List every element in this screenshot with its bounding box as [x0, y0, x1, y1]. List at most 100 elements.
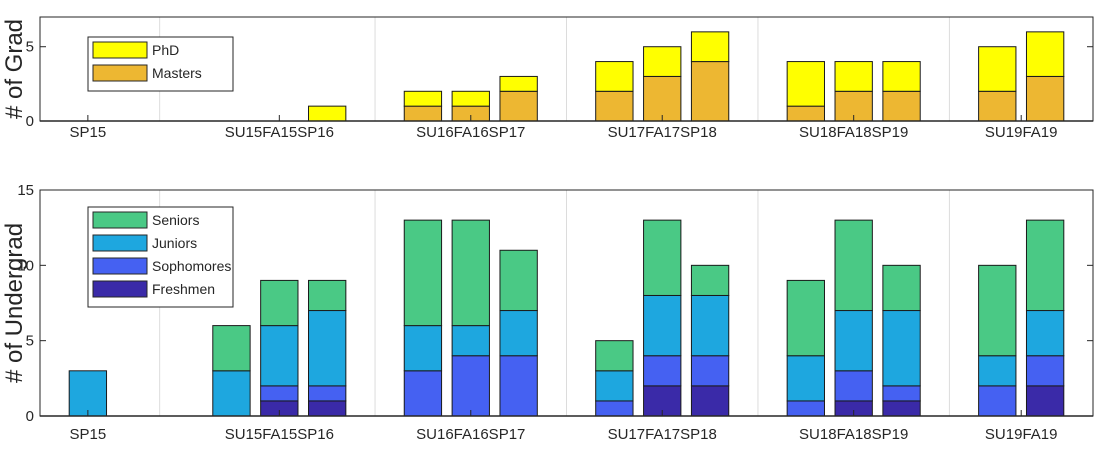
bar-juniors-fa17	[643, 294, 682, 357]
legend-label-masters: Masters	[152, 65, 202, 81]
legend-label-sophomores: Sophomores	[152, 258, 231, 274]
legend-swatch-masters	[92, 64, 148, 82]
bar-freshmen-sp18	[690, 385, 730, 417]
bar-freshmen-fa19	[1025, 385, 1065, 417]
x-tick-label: SP15	[70, 426, 107, 443]
legend-label-juniors: Juniors	[152, 235, 197, 251]
bar-sophomores-fa17	[643, 355, 682, 387]
bar-juniors-su17	[595, 370, 634, 402]
bar-sophomores-fa16	[451, 355, 490, 417]
x-tick-label: SU15FA15SP16	[225, 426, 334, 443]
bar-seniors-fa17	[643, 219, 682, 296]
y-tick-label: 5	[26, 333, 34, 350]
bar-seniors-sp18	[690, 264, 730, 296]
bar-phd-fa18	[834, 61, 873, 92]
x-tick-label: SU17FA17SP18	[608, 426, 717, 443]
bar-masters-su17	[595, 90, 634, 122]
legend-swatch-freshmen	[92, 280, 148, 298]
bar-masters-su18	[786, 105, 825, 122]
bar-phd-fa17	[643, 46, 682, 77]
bar-seniors-fa19	[1025, 219, 1065, 312]
panel-grad: 0 5 SP15 SU15FA15SP16 SU16FA16SP17 SU17FA17SP…	[1, 16, 1094, 141]
legend-swatch-seniors	[92, 211, 148, 229]
bar-juniors-su16	[403, 325, 443, 372]
bar-sophomores-su17	[595, 400, 634, 417]
bar-masters-sp17	[499, 90, 538, 122]
x-tick-label: SU18FA18SP19	[799, 124, 908, 141]
bar-phd-su16	[403, 90, 443, 107]
bar-phd-fa16	[451, 90, 490, 107]
x-tick-label: SU17FA17SP18	[608, 124, 717, 141]
bar-masters-sp18	[690, 61, 730, 122]
bar-juniors-sp17	[499, 310, 538, 357]
bar-seniors-su17	[595, 340, 634, 372]
bar-seniors-fa18	[834, 219, 873, 312]
bar-phd-sp17	[499, 75, 538, 92]
bar-seniors-sp16	[308, 279, 347, 312]
y-tick-label: 5	[26, 39, 34, 56]
bar-seniors-su16	[403, 219, 443, 327]
x-tick-label: SU15FA15SP16	[225, 124, 334, 141]
bar-phd-sp18	[690, 31, 730, 63]
bar-seniors-fa15	[260, 279, 299, 327]
legend-swatch-juniors	[92, 234, 148, 252]
y-axis-label: # of Grad	[1, 19, 28, 119]
bar-juniors-fa18	[834, 310, 873, 372]
bar-sophomores-sp17	[499, 355, 538, 417]
bar-sophomores-su16	[403, 370, 443, 417]
bar-juniors-su19	[978, 355, 1017, 387]
bar-sophomores-fa15	[260, 385, 299, 402]
y-tick-label: 10	[17, 257, 34, 274]
bar-juniors-fa19	[1025, 310, 1065, 357]
legend-label-freshmen: Freshmen	[152, 281, 215, 297]
bar-juniors-fa16	[451, 325, 490, 357]
bar-phd-su17	[595, 61, 634, 92]
x-tick-label: SU16FA16SP17	[416, 124, 525, 141]
bar-phd-sp16	[308, 105, 347, 122]
bar-freshmen-sp16	[308, 400, 347, 417]
x-tick-label: SU16FA16SP17	[416, 426, 525, 443]
bar-phd-fa19	[1025, 31, 1065, 77]
bar-masters-su19	[978, 90, 1017, 122]
legend-swatch-sophomores	[92, 257, 148, 275]
axes-frame	[39, 16, 1094, 122]
bar-sophomores-fa19	[1025, 355, 1065, 387]
x-tick-label: SU19FA19	[985, 426, 1058, 443]
axes-frame	[39, 189, 1094, 417]
legend-label-seniors: Seniors	[152, 212, 199, 228]
x-tick-label: SU19FA19	[985, 124, 1058, 141]
bar-masters-fa19	[1025, 75, 1065, 122]
bar-phd-su19	[978, 46, 1017, 92]
bar-sophomores-sp16	[308, 385, 347, 402]
bar-juniors-su18	[786, 355, 825, 402]
bar-juniors-sp16	[308, 310, 347, 387]
y-tick-label: 15	[17, 182, 34, 199]
x-tick-label: SU18FA18SP19	[799, 426, 908, 443]
bar-sophomores-sp18	[690, 355, 730, 387]
bar-sophomores-sp19	[882, 385, 921, 402]
bar-masters-sp19	[882, 90, 921, 122]
bar-juniors-su15	[212, 370, 251, 417]
legend-label-phd: PhD	[152, 42, 179, 58]
y-tick-label: 0	[26, 408, 34, 425]
panel-undergrad: 0 5 10 15 SP15 SU15FA15SP16 SU16FA16SP17 SU17FA…	[1, 182, 1094, 443]
legend: PhD Masters	[87, 36, 234, 92]
bar-sophomores-su18	[786, 400, 825, 417]
y-axis-label: # of Undergrad	[1, 223, 28, 383]
bar-seniors-su15	[212, 325, 251, 372]
bar-seniors-su19	[978, 264, 1017, 357]
bar-juniors-sp15	[68, 370, 108, 417]
bar-freshmen-sp19	[882, 400, 921, 417]
bar-seniors-fa16	[451, 219, 490, 327]
bar-masters-su16	[403, 105, 443, 122]
bar-juniors-sp18	[690, 294, 730, 357]
bar-juniors-sp19	[882, 310, 921, 387]
bar-seniors-su18	[786, 279, 825, 357]
bar-sophomores-su19	[978, 385, 1017, 417]
bar-masters-fa17	[643, 75, 682, 122]
bar-phd-sp19	[882, 61, 921, 92]
bar-juniors-fa15	[260, 325, 299, 387]
y-tick-label: 0	[26, 113, 34, 130]
bar-seniors-sp17	[499, 249, 538, 312]
